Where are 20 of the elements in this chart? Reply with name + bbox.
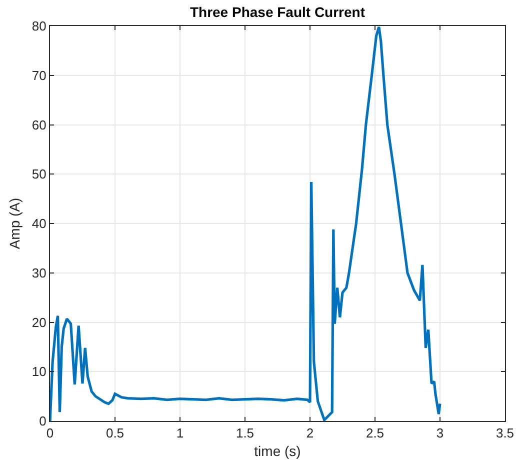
y-axis-title: Amp (A) xyxy=(6,198,23,250)
y-tick-label: 10 xyxy=(32,364,46,380)
x-tick-label: 1 xyxy=(176,426,184,441)
x-tick-label: 3.5 xyxy=(496,426,514,441)
y-tick-label: 40 xyxy=(32,216,46,232)
x-axis-title: time (s) xyxy=(254,442,301,459)
x-tick-label: 3 xyxy=(436,426,444,441)
line-series xyxy=(50,26,442,421)
y-tick-label: 80 xyxy=(32,18,46,34)
x-tick-label: 0.5 xyxy=(106,426,124,441)
chart-title: Three Phase Fault Current xyxy=(190,4,366,20)
y-tick-label: 20 xyxy=(32,314,46,330)
y-tick-label: 60 xyxy=(32,117,46,132)
y-tick-label: 0 xyxy=(39,414,46,429)
x-tick-label: 1.5 xyxy=(236,426,254,441)
y-tick-label: 50 xyxy=(32,166,46,182)
x-tick-label: 2.5 xyxy=(366,426,384,441)
x-tick-label: 2 xyxy=(306,426,314,441)
y-tick-label: 30 xyxy=(32,265,46,280)
y-tick-label: 70 xyxy=(32,68,46,83)
